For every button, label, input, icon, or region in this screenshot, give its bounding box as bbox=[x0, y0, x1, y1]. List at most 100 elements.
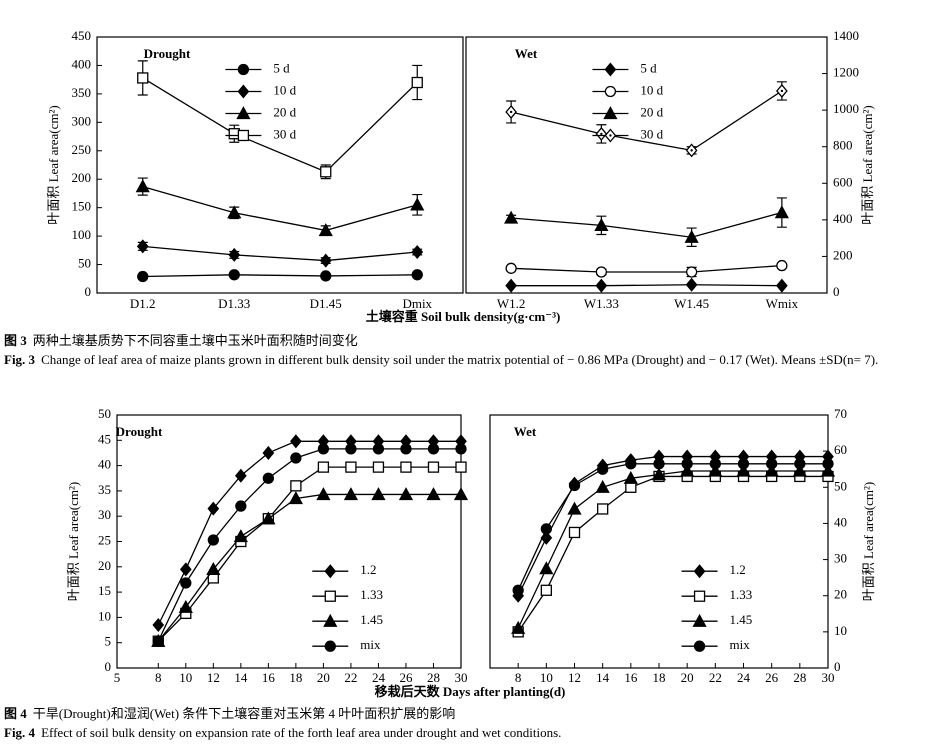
data-point bbox=[427, 461, 440, 473]
marker-dot bbox=[609, 134, 612, 137]
data-point bbox=[597, 503, 609, 515]
data-point bbox=[206, 561, 221, 575]
data-point bbox=[411, 245, 424, 260]
data-point bbox=[685, 266, 698, 278]
caption-text: Effect of soil bulk density on expansion… bbox=[41, 725, 562, 740]
x-tick-label: 20 bbox=[681, 670, 694, 685]
y-tick-label: 100 bbox=[72, 227, 92, 242]
caption: 图 4 干旱(Drought)和湿润(Wet) 条件下土壤容重对玉米第 4 叶叶面… bbox=[4, 704, 919, 723]
data-point bbox=[137, 270, 149, 283]
y-tick-label: 0 bbox=[85, 284, 92, 299]
series-line bbox=[157, 493, 461, 642]
marker-dot bbox=[780, 89, 784, 93]
data-point bbox=[400, 461, 412, 473]
data-point bbox=[766, 458, 778, 470]
legend-label: 10 d bbox=[640, 82, 663, 97]
data-point bbox=[288, 491, 303, 505]
data-point bbox=[568, 526, 581, 539]
y-tick-label: 150 bbox=[72, 199, 92, 214]
data-point bbox=[651, 467, 667, 481]
data-point bbox=[568, 479, 581, 492]
y-tick-label: 5 bbox=[105, 634, 112, 649]
x-tick-label: 8 bbox=[515, 670, 522, 685]
caption: Fig. 4 Effect of soil bulk density on exp… bbox=[4, 723, 919, 742]
series-line bbox=[142, 245, 418, 262]
legend-label: 1.45 bbox=[730, 612, 753, 627]
data-point bbox=[319, 253, 332, 268]
x-tick-label: 12 bbox=[568, 670, 581, 685]
data-point bbox=[152, 635, 164, 647]
data-point bbox=[453, 487, 469, 501]
data-point bbox=[320, 166, 332, 178]
data-point bbox=[539, 561, 554, 575]
x-tick-label: 26 bbox=[765, 670, 779, 685]
legend-marker bbox=[236, 106, 251, 120]
data-point bbox=[455, 461, 467, 473]
data-point bbox=[540, 584, 552, 596]
x-tick-label: 12 bbox=[207, 670, 220, 685]
legend-marker bbox=[603, 106, 618, 120]
y-tick-label: 600 bbox=[833, 174, 853, 189]
plot-frame bbox=[465, 36, 828, 294]
data-point bbox=[680, 463, 695, 477]
data-point bbox=[411, 269, 423, 281]
y-tick-label: 0 bbox=[833, 284, 840, 299]
x-axis-label: 移栽后天数 Days after planting(d) bbox=[375, 684, 566, 699]
legend-marker bbox=[237, 63, 250, 76]
y-tick-label: 800 bbox=[833, 138, 853, 153]
panel-title: Drought bbox=[144, 46, 191, 61]
data-point bbox=[290, 452, 302, 464]
legend-marker bbox=[692, 613, 707, 627]
marker-dot bbox=[509, 110, 513, 114]
y-tick-label: 30 bbox=[98, 507, 111, 522]
series-line bbox=[511, 211, 783, 238]
data-point bbox=[317, 461, 330, 473]
legend-label: 1.33 bbox=[730, 587, 753, 602]
legend-label: 5 d bbox=[273, 60, 290, 75]
x-tick-label: W1.45 bbox=[674, 296, 709, 311]
series-line bbox=[142, 185, 418, 232]
figure-label: 图 3 bbox=[4, 333, 27, 348]
data-point bbox=[178, 599, 193, 613]
caption-text: Change of leaf area of maize plants grow… bbox=[41, 352, 879, 367]
y-tick-label: 40 bbox=[834, 514, 847, 529]
y-tick-label: 20 bbox=[98, 558, 111, 573]
data-point bbox=[207, 534, 219, 546]
data-point bbox=[504, 210, 519, 224]
y-tick-label: 0 bbox=[105, 659, 112, 674]
legend-marker bbox=[693, 564, 706, 579]
y-tick-label: 300 bbox=[72, 113, 92, 128]
x-tick-label: 18 bbox=[289, 670, 302, 685]
data-point bbox=[737, 458, 750, 470]
legend-marker bbox=[323, 613, 338, 627]
data-point bbox=[233, 529, 248, 543]
data-point bbox=[316, 487, 331, 501]
legend-label: 1.45 bbox=[360, 612, 383, 627]
data-point bbox=[136, 239, 149, 254]
legend-label: 30 d bbox=[273, 126, 296, 141]
data-point bbox=[820, 463, 836, 477]
legend-marker bbox=[604, 85, 617, 98]
series-line bbox=[517, 470, 828, 629]
data-point bbox=[320, 270, 332, 282]
data-point bbox=[411, 76, 423, 89]
data-point bbox=[207, 501, 220, 516]
data-point bbox=[595, 278, 608, 293]
series-line bbox=[142, 77, 418, 173]
y-tick-label: 50 bbox=[834, 478, 847, 493]
legend-label: mix bbox=[360, 637, 381, 652]
y-tick-label: 10 bbox=[834, 623, 847, 638]
legend-marker bbox=[324, 640, 336, 652]
x-tick-label: 24 bbox=[737, 670, 751, 685]
panel-title: Wet bbox=[514, 424, 537, 439]
legend-label: 20 d bbox=[640, 104, 663, 119]
data-point bbox=[345, 461, 357, 473]
x-tick-label: D1.33 bbox=[218, 296, 250, 311]
series-line bbox=[517, 463, 828, 591]
data-point bbox=[398, 487, 414, 501]
data-point bbox=[262, 472, 275, 484]
data-point bbox=[410, 197, 425, 211]
y-tick-label: 200 bbox=[833, 247, 853, 262]
x-tick-label: Wmix bbox=[766, 296, 799, 311]
data-point bbox=[595, 266, 608, 278]
